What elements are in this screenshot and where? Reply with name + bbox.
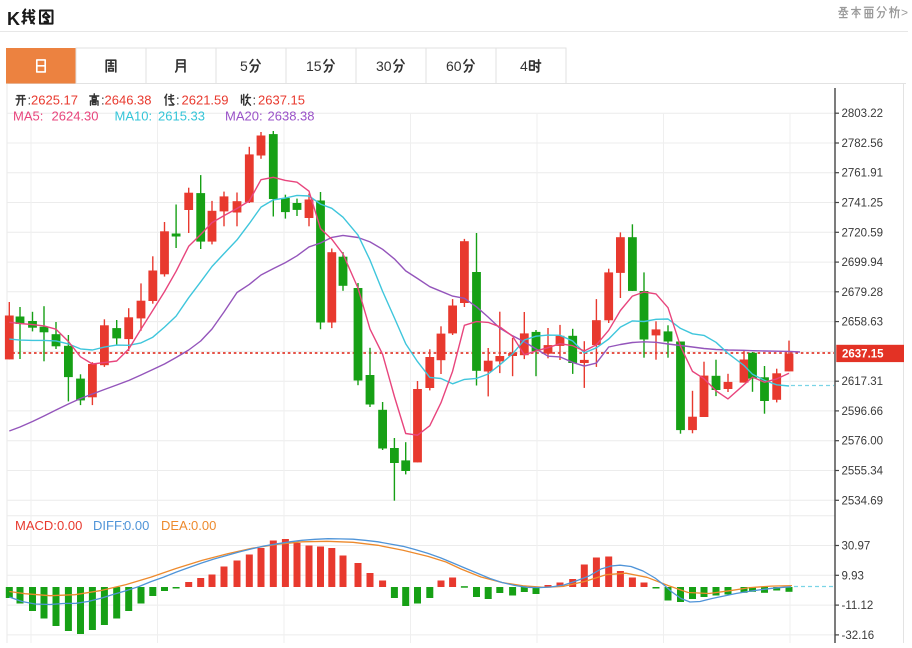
svg-text:60: 60 — [446, 58, 462, 74]
svg-text:DIFF:: DIFF: — [93, 518, 126, 533]
svg-text:2741.25: 2741.25 — [842, 198, 884, 210]
svg-text:2555.34: 2555.34 — [842, 466, 884, 478]
svg-text:2720.59: 2720.59 — [842, 227, 884, 239]
svg-text:2534.69: 2534.69 — [842, 495, 884, 507]
svg-text:9.93: 9.93 — [842, 570, 864, 582]
svg-text:30: 30 — [376, 58, 392, 74]
svg-text:-32.16: -32.16 — [842, 630, 875, 642]
svg-text:K: K — [7, 9, 20, 29]
svg-text:2782.56: 2782.56 — [842, 138, 884, 150]
svg-text::: : — [28, 93, 32, 108]
svg-text:0.00: 0.00 — [191, 518, 216, 533]
svg-text:30.97: 30.97 — [842, 541, 871, 553]
svg-text:2637.15: 2637.15 — [258, 93, 305, 108]
svg-text:2761.91: 2761.91 — [842, 168, 884, 180]
svg-text:2621.59: 2621.59 — [182, 93, 229, 108]
svg-text::: : — [101, 93, 105, 108]
svg-text:2699.94: 2699.94 — [842, 257, 884, 269]
svg-text:2803.22: 2803.22 — [842, 108, 884, 120]
svg-text:MACD:: MACD: — [15, 518, 57, 533]
svg-text::: : — [176, 93, 180, 108]
svg-text:MA5:: MA5: — [13, 109, 43, 124]
svg-text:2625.17: 2625.17 — [31, 93, 78, 108]
svg-text:2637.15: 2637.15 — [842, 348, 884, 360]
svg-text:5: 5 — [240, 58, 248, 74]
svg-text:-11.12: -11.12 — [842, 600, 874, 612]
svg-text:2658.63: 2658.63 — [842, 317, 884, 329]
svg-text:2615.33: 2615.33 — [158, 109, 205, 124]
svg-text:4: 4 — [520, 58, 528, 74]
svg-text:DEA:: DEA: — [161, 518, 191, 533]
svg-text:2624.30: 2624.30 — [52, 109, 99, 124]
svg-text:MA20:: MA20: — [225, 109, 263, 124]
svg-text:2679.28: 2679.28 — [842, 287, 884, 299]
svg-text:MA10:: MA10: — [115, 109, 153, 124]
svg-text:2646.38: 2646.38 — [105, 93, 152, 108]
svg-text:>: > — [901, 6, 908, 20]
svg-text:2576.00: 2576.00 — [842, 436, 884, 448]
svg-text::: : — [253, 93, 257, 108]
svg-text:2596.66: 2596.66 — [842, 406, 884, 418]
svg-text:0.00: 0.00 — [57, 518, 82, 533]
svg-text:2617.31: 2617.31 — [842, 376, 884, 388]
svg-text:2638.38: 2638.38 — [268, 109, 315, 124]
svg-text:0.00: 0.00 — [124, 518, 149, 533]
svg-text:15: 15 — [306, 58, 322, 74]
